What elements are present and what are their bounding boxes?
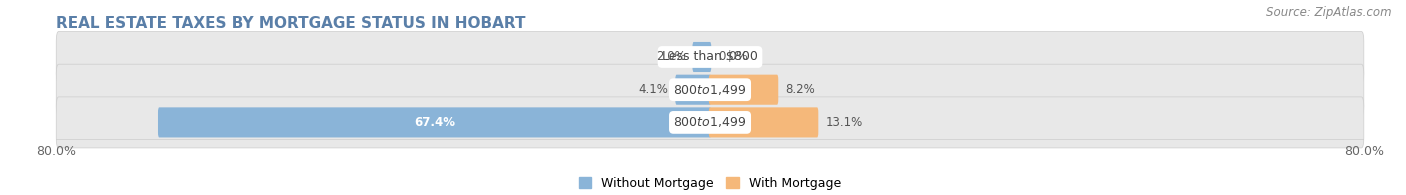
- FancyBboxPatch shape: [56, 64, 1364, 115]
- Text: 2.0%: 2.0%: [655, 51, 686, 64]
- Text: 4.1%: 4.1%: [638, 83, 668, 96]
- Legend: Without Mortgage, With Mortgage: Without Mortgage, With Mortgage: [579, 177, 841, 190]
- Text: $800 to $1,499: $800 to $1,499: [673, 115, 747, 129]
- Text: Less than $800: Less than $800: [662, 51, 758, 64]
- Text: $800 to $1,499: $800 to $1,499: [673, 83, 747, 97]
- Text: REAL ESTATE TAXES BY MORTGAGE STATUS IN HOBART: REAL ESTATE TAXES BY MORTGAGE STATUS IN …: [56, 16, 526, 31]
- FancyBboxPatch shape: [709, 75, 779, 105]
- Text: 0.0%: 0.0%: [718, 51, 748, 64]
- FancyBboxPatch shape: [675, 75, 711, 105]
- Text: 8.2%: 8.2%: [785, 83, 815, 96]
- Text: 13.1%: 13.1%: [825, 116, 862, 129]
- Text: Source: ZipAtlas.com: Source: ZipAtlas.com: [1267, 6, 1392, 19]
- FancyBboxPatch shape: [693, 42, 711, 72]
- Text: 67.4%: 67.4%: [415, 116, 456, 129]
- FancyBboxPatch shape: [56, 31, 1364, 82]
- FancyBboxPatch shape: [709, 107, 818, 137]
- FancyBboxPatch shape: [157, 107, 711, 137]
- FancyBboxPatch shape: [56, 97, 1364, 148]
